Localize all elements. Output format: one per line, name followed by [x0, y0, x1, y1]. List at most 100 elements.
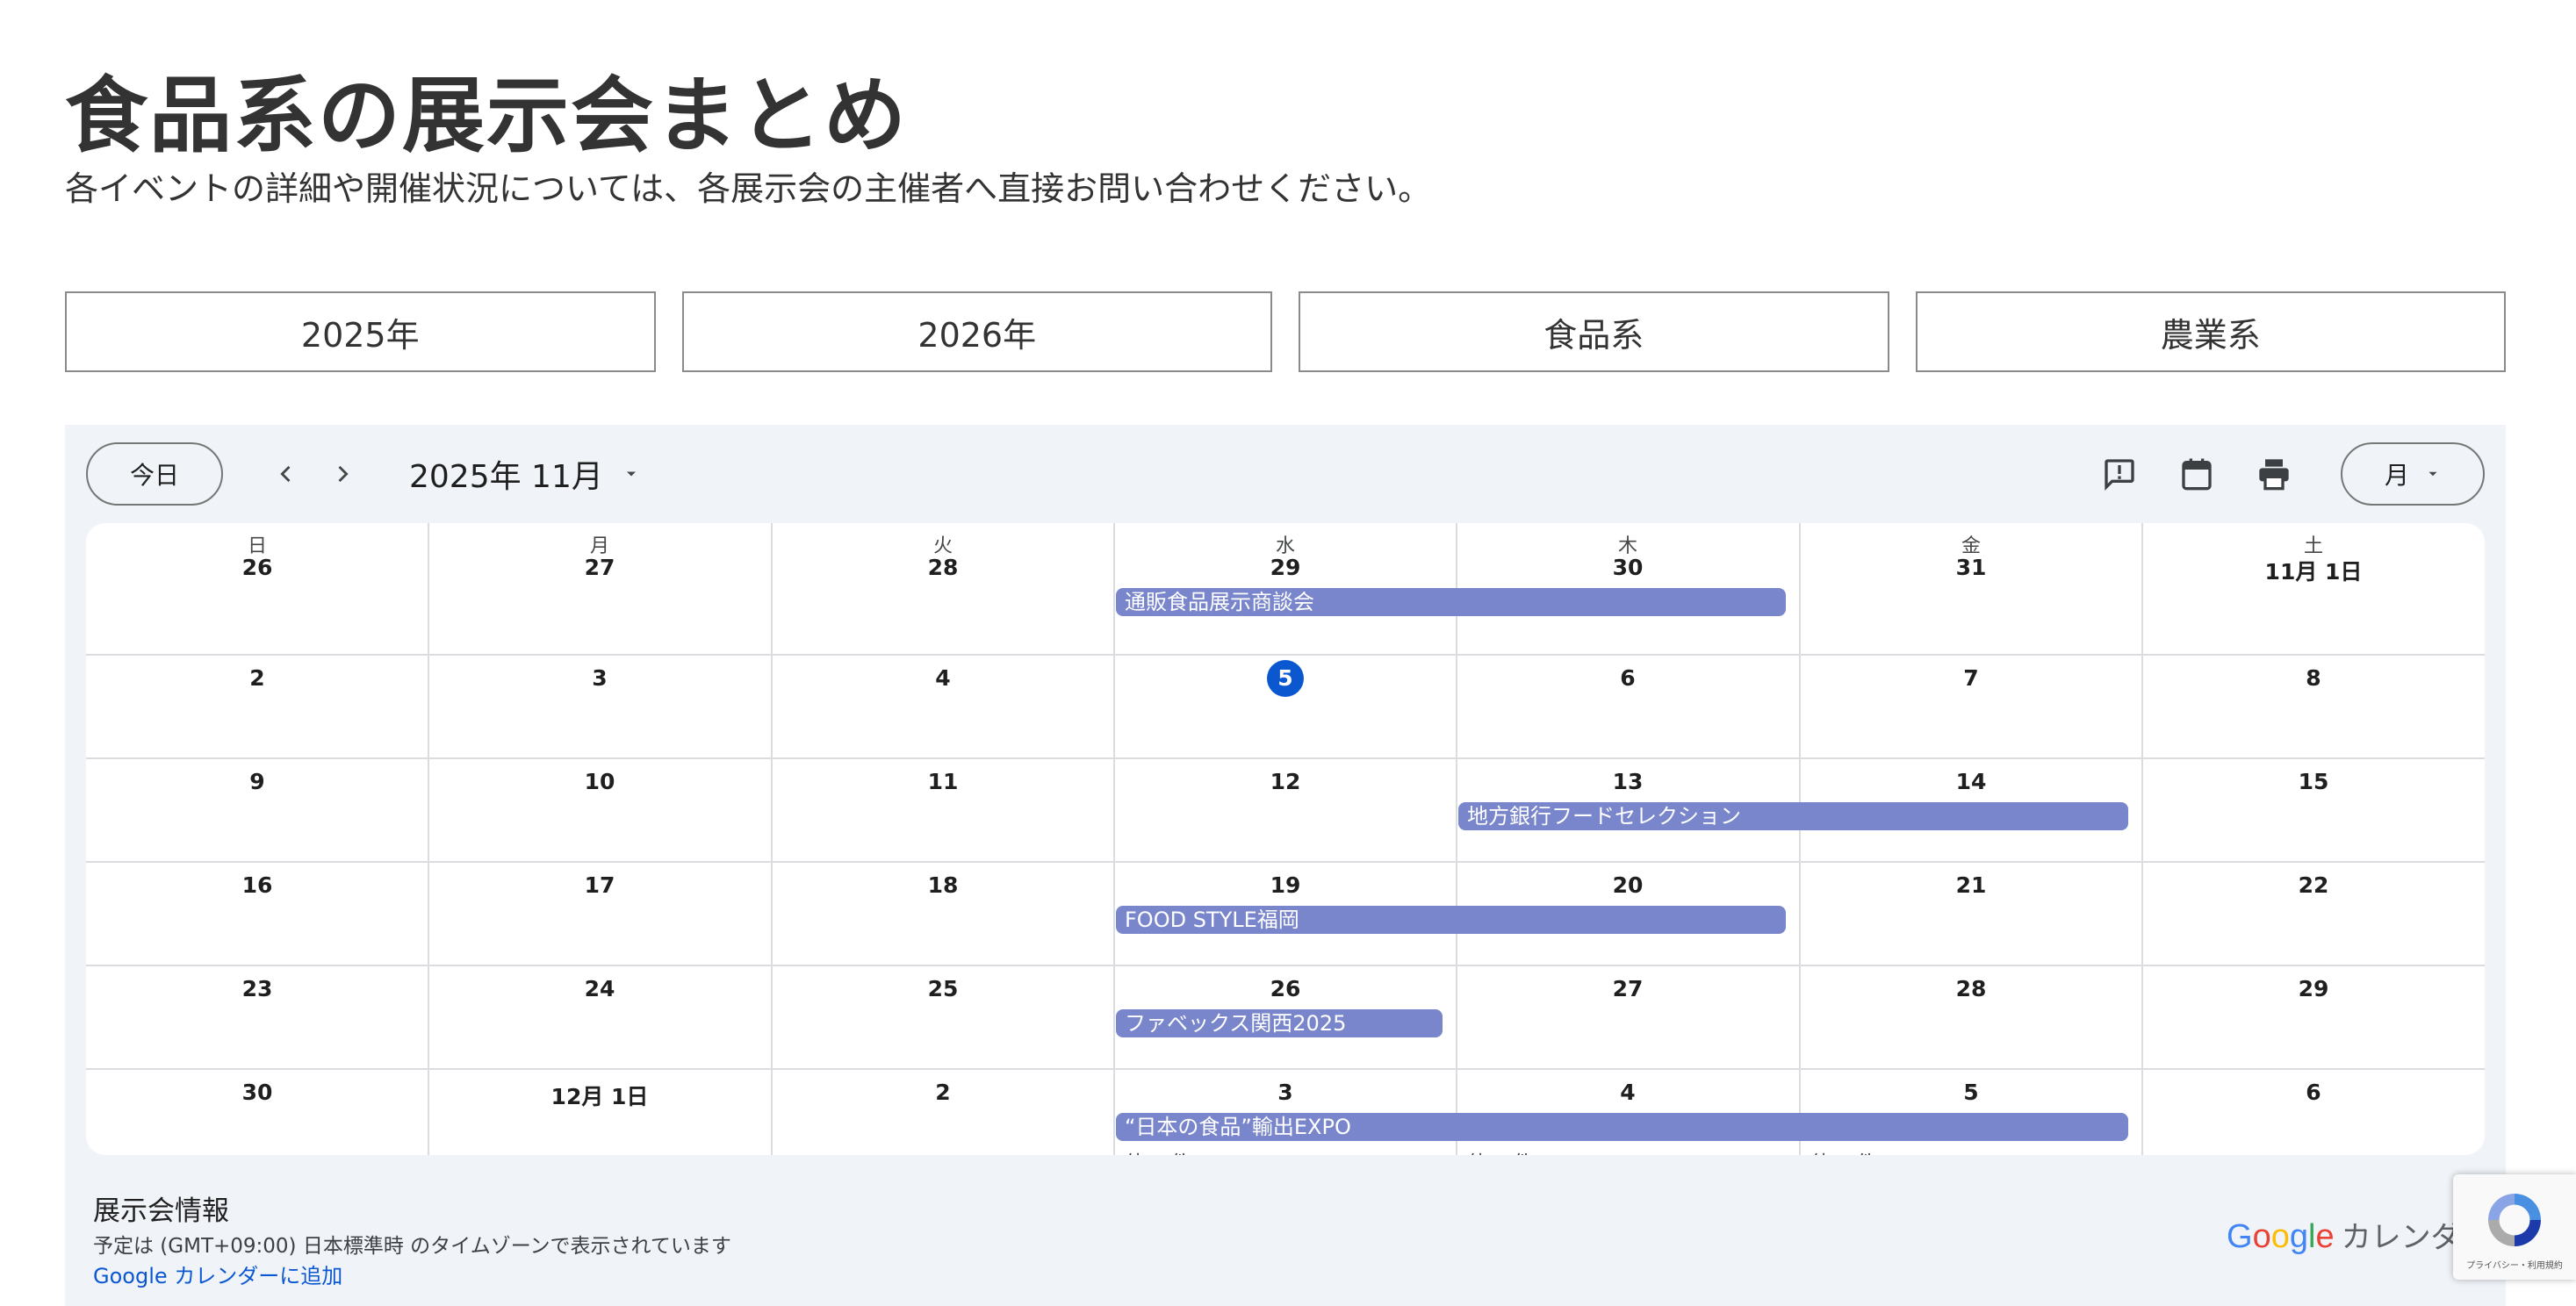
date-number[interactable]: 26 — [241, 555, 273, 580]
date-number[interactable]: 30 — [241, 1080, 273, 1105]
date-number[interactable]: 12 — [1270, 769, 1301, 794]
date-number[interactable]: 13 — [1612, 769, 1644, 794]
add-to-google-calendar-link[interactable]: Google カレンダーに追加 — [93, 1264, 343, 1288]
weekday-header: 月 — [589, 535, 609, 557]
date-number[interactable]: 21 — [1955, 872, 1987, 898]
dropdown-arrow-icon — [626, 471, 636, 477]
date-number[interactable]: 4 — [935, 665, 951, 691]
filter-buttons: 2025年 2026年 食品系 農業系 — [65, 291, 2506, 372]
date-number[interactable]: 11 — [927, 769, 959, 794]
calendar-icon — [2182, 458, 2212, 491]
calendar-name: 展示会情報 — [93, 1195, 229, 1227]
date-number[interactable]: 31 — [1955, 555, 1987, 580]
date-number[interactable]: 29 — [1270, 555, 1301, 580]
today-button[interactable]: 今日 — [86, 442, 223, 506]
recaptcha-icon — [2488, 1194, 2541, 1246]
date-number[interactable]: 6 — [2306, 1080, 2321, 1105]
view-mode-label: 月 — [2384, 461, 2409, 490]
date-number[interactable]: 27 — [1612, 976, 1644, 1001]
recaptcha-label: プライバシー・利用規約 — [2466, 1261, 2563, 1271]
date-number[interactable]: 15 — [2298, 769, 2329, 794]
filter-button-food[interactable]: 食品系 — [1299, 291, 1889, 372]
calendar-toolbar: 今日 2025年 11月 — [65, 425, 2506, 521]
chevron-right-icon — [338, 465, 349, 483]
date-number[interactable]: 14 — [1955, 769, 1987, 794]
grid-column-divider — [1113, 523, 1115, 1155]
event-bar[interactable]: FOOD STYLE福岡 — [1116, 906, 1786, 934]
month-picker[interactable]: 2025年 11月 — [409, 449, 640, 499]
grid-row-divider — [86, 965, 2485, 966]
month-grid: 日月火水木金土 26 27 28 29 30 31 11月 1日 2 3 4 5 6 7 8 9 10 11 12 1… — [86, 523, 2485, 1155]
date-number[interactable]: 18 — [927, 872, 959, 898]
date-number[interactable]: 3 — [1277, 1080, 1293, 1105]
grid-row-divider — [86, 1068, 2485, 1070]
date-number[interactable]: 28 — [1955, 976, 1987, 1001]
date-number[interactable]: 10 — [584, 769, 615, 794]
date-number[interactable]: 9 — [249, 769, 265, 794]
event-bar[interactable]: 通販食品展示商談会 — [1116, 588, 1786, 616]
date-number[interactable]: 19 — [1270, 872, 1301, 898]
dropdown-arrow-icon — [2428, 471, 2437, 477]
today-indicator — [1267, 660, 1304, 697]
date-number[interactable]: 12月 1日 — [550, 1084, 649, 1109]
event-bar[interactable]: ファベックス関西2025 — [1116, 1009, 1443, 1037]
page-title: 食品系の展示会まとめ — [65, 68, 909, 164]
grid-row-divider — [86, 861, 2485, 863]
date-number[interactable]: 27 — [584, 555, 615, 580]
date-number[interactable]: 28 — [927, 555, 959, 580]
print-button[interactable] — [2248, 448, 2300, 500]
date-number[interactable]: 29 — [2298, 976, 2329, 1001]
date-number[interactable]: 26 — [1270, 976, 1301, 1001]
next-month-button[interactable] — [318, 449, 367, 499]
prev-month-button[interactable] — [262, 449, 311, 499]
date-number[interactable]: 4 — [1620, 1080, 1636, 1105]
google-wordmark: Google — [2227, 1218, 2335, 1255]
grid-column-divider — [771, 523, 773, 1155]
chevron-left-icon — [280, 465, 291, 483]
date-number[interactable]: 20 — [1612, 872, 1644, 898]
filter-button-2026[interactable]: 2026年 — [681, 291, 1272, 372]
date-number[interactable]: 11月 1日 — [2264, 559, 2363, 585]
filter-button-agriculture[interactable]: 農業系 — [1915, 291, 2506, 372]
page-subtitle: 各イベントの詳細や開催状況については、各展示会の主催者へ直接お問い合わせください… — [65, 169, 1432, 208]
grid-column-divider — [2141, 523, 2143, 1155]
google-calendar-logo[interactable]: Google カレンダー — [2227, 1213, 2491, 1256]
weekday-header: 火 — [932, 535, 953, 557]
date-number[interactable]: 6 — [1620, 665, 1636, 691]
open-calendar-button[interactable] — [2170, 448, 2223, 500]
feedback-button[interactable] — [2093, 448, 2146, 500]
date-number[interactable]: 23 — [241, 976, 273, 1001]
date-number[interactable]: 24 — [584, 976, 615, 1001]
weekday-header: 木 — [1617, 535, 1637, 557]
feedback-icon — [2105, 459, 2134, 492]
today-date-number[interactable]: 5 — [1277, 665, 1293, 691]
view-mode-button[interactable]: 月 — [2341, 442, 2485, 506]
date-number[interactable]: 8 — [2306, 665, 2321, 691]
date-number[interactable]: 16 — [241, 872, 273, 898]
date-number[interactable]: 22 — [2298, 872, 2329, 898]
date-number[interactable]: 17 — [584, 872, 615, 898]
grid-row-divider — [86, 654, 2485, 656]
weekday-header: 水 — [1275, 535, 1295, 557]
grid-column-divider — [1456, 523, 1457, 1155]
more-events-link[interactable]: 他 5 件 — [1810, 1146, 1876, 1155]
weekday-header: 日 — [247, 535, 267, 557]
weekday-header: 金 — [1961, 535, 1981, 557]
recaptcha-badge[interactable]: プライバシー・利用規約 — [2453, 1174, 2576, 1280]
date-number[interactable]: 25 — [927, 976, 959, 1001]
event-bar[interactable]: 地方銀行フードセレクション — [1458, 802, 2128, 830]
filter-button-2025[interactable]: 2025年 — [65, 291, 656, 372]
date-number[interactable]: 2 — [935, 1080, 951, 1105]
event-bar[interactable]: “日本の食品”輸出EXPO — [1116, 1113, 2128, 1141]
date-number[interactable]: 7 — [1963, 665, 1979, 691]
more-events-link[interactable]: 他 5 件 — [1467, 1146, 1533, 1155]
date-number[interactable]: 30 — [1612, 555, 1644, 580]
date-number[interactable]: 5 — [1963, 1080, 1979, 1105]
grid-row-divider — [86, 757, 2485, 759]
date-number[interactable]: 3 — [592, 665, 608, 691]
grid-column-divider — [1799, 523, 1801, 1155]
date-number[interactable]: 2 — [249, 665, 265, 691]
more-events-link[interactable]: 他 5 件 — [1125, 1146, 1191, 1155]
weekday-header: 土 — [2303, 535, 2323, 557]
embedded-calendar: 今日 2025年 11月 — [65, 425, 2506, 1306]
